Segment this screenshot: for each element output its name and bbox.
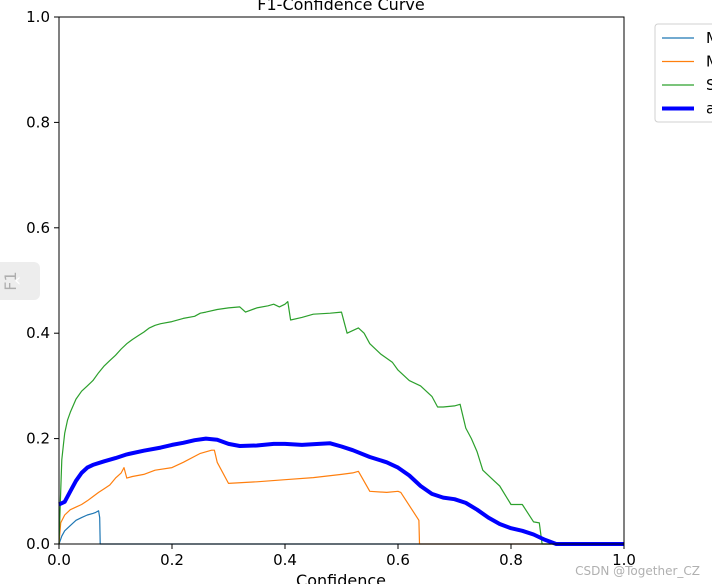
series-line-2 [58,301,624,545]
watermark: CSDN @Together_CZ [575,564,700,578]
x-tick-label: 1.0 [612,551,636,569]
series-line-0 [58,510,624,545]
y-tick-label: 0.2 [26,430,50,448]
collapse-panel-tab[interactable]: ‹ [0,262,40,300]
y-tick-label: 0.4 [26,324,50,342]
legend-label: M [706,53,712,71]
x-tick-label: 0.8 [499,551,523,569]
x-axis-title: Confidence [296,571,386,584]
legend-label: a [706,100,712,118]
series-line-3 [58,436,624,546]
y-axis: 0.0 0.2 0.4 0.6 0.8 1.0 [26,8,59,553]
x-tick-label: 0.6 [386,551,410,569]
legend: MMSa [654,23,712,123]
y-tick-label: 0.8 [26,113,50,131]
y-tick-label: 0.6 [26,219,50,237]
x-tick-label: 0.4 [273,551,297,569]
x-axis: 0.0 0.2 0.4 0.6 0.8 1.0 [47,544,636,569]
chart-title: F1-Confidence Curve [257,0,424,14]
legend-label: S [706,76,712,94]
legend-label: M [706,29,712,47]
chevron-left-icon: ‹ [14,270,22,291]
legend-box [654,23,712,123]
y-tick-label: 1.0 [26,8,50,26]
y-tick-label: 0.0 [26,535,50,553]
plot-frame [58,16,625,545]
x-tick-label: 0.2 [160,551,184,569]
x-tick-label: 0.0 [47,551,71,569]
series-line-1 [58,449,624,545]
plot-lines [58,301,624,546]
